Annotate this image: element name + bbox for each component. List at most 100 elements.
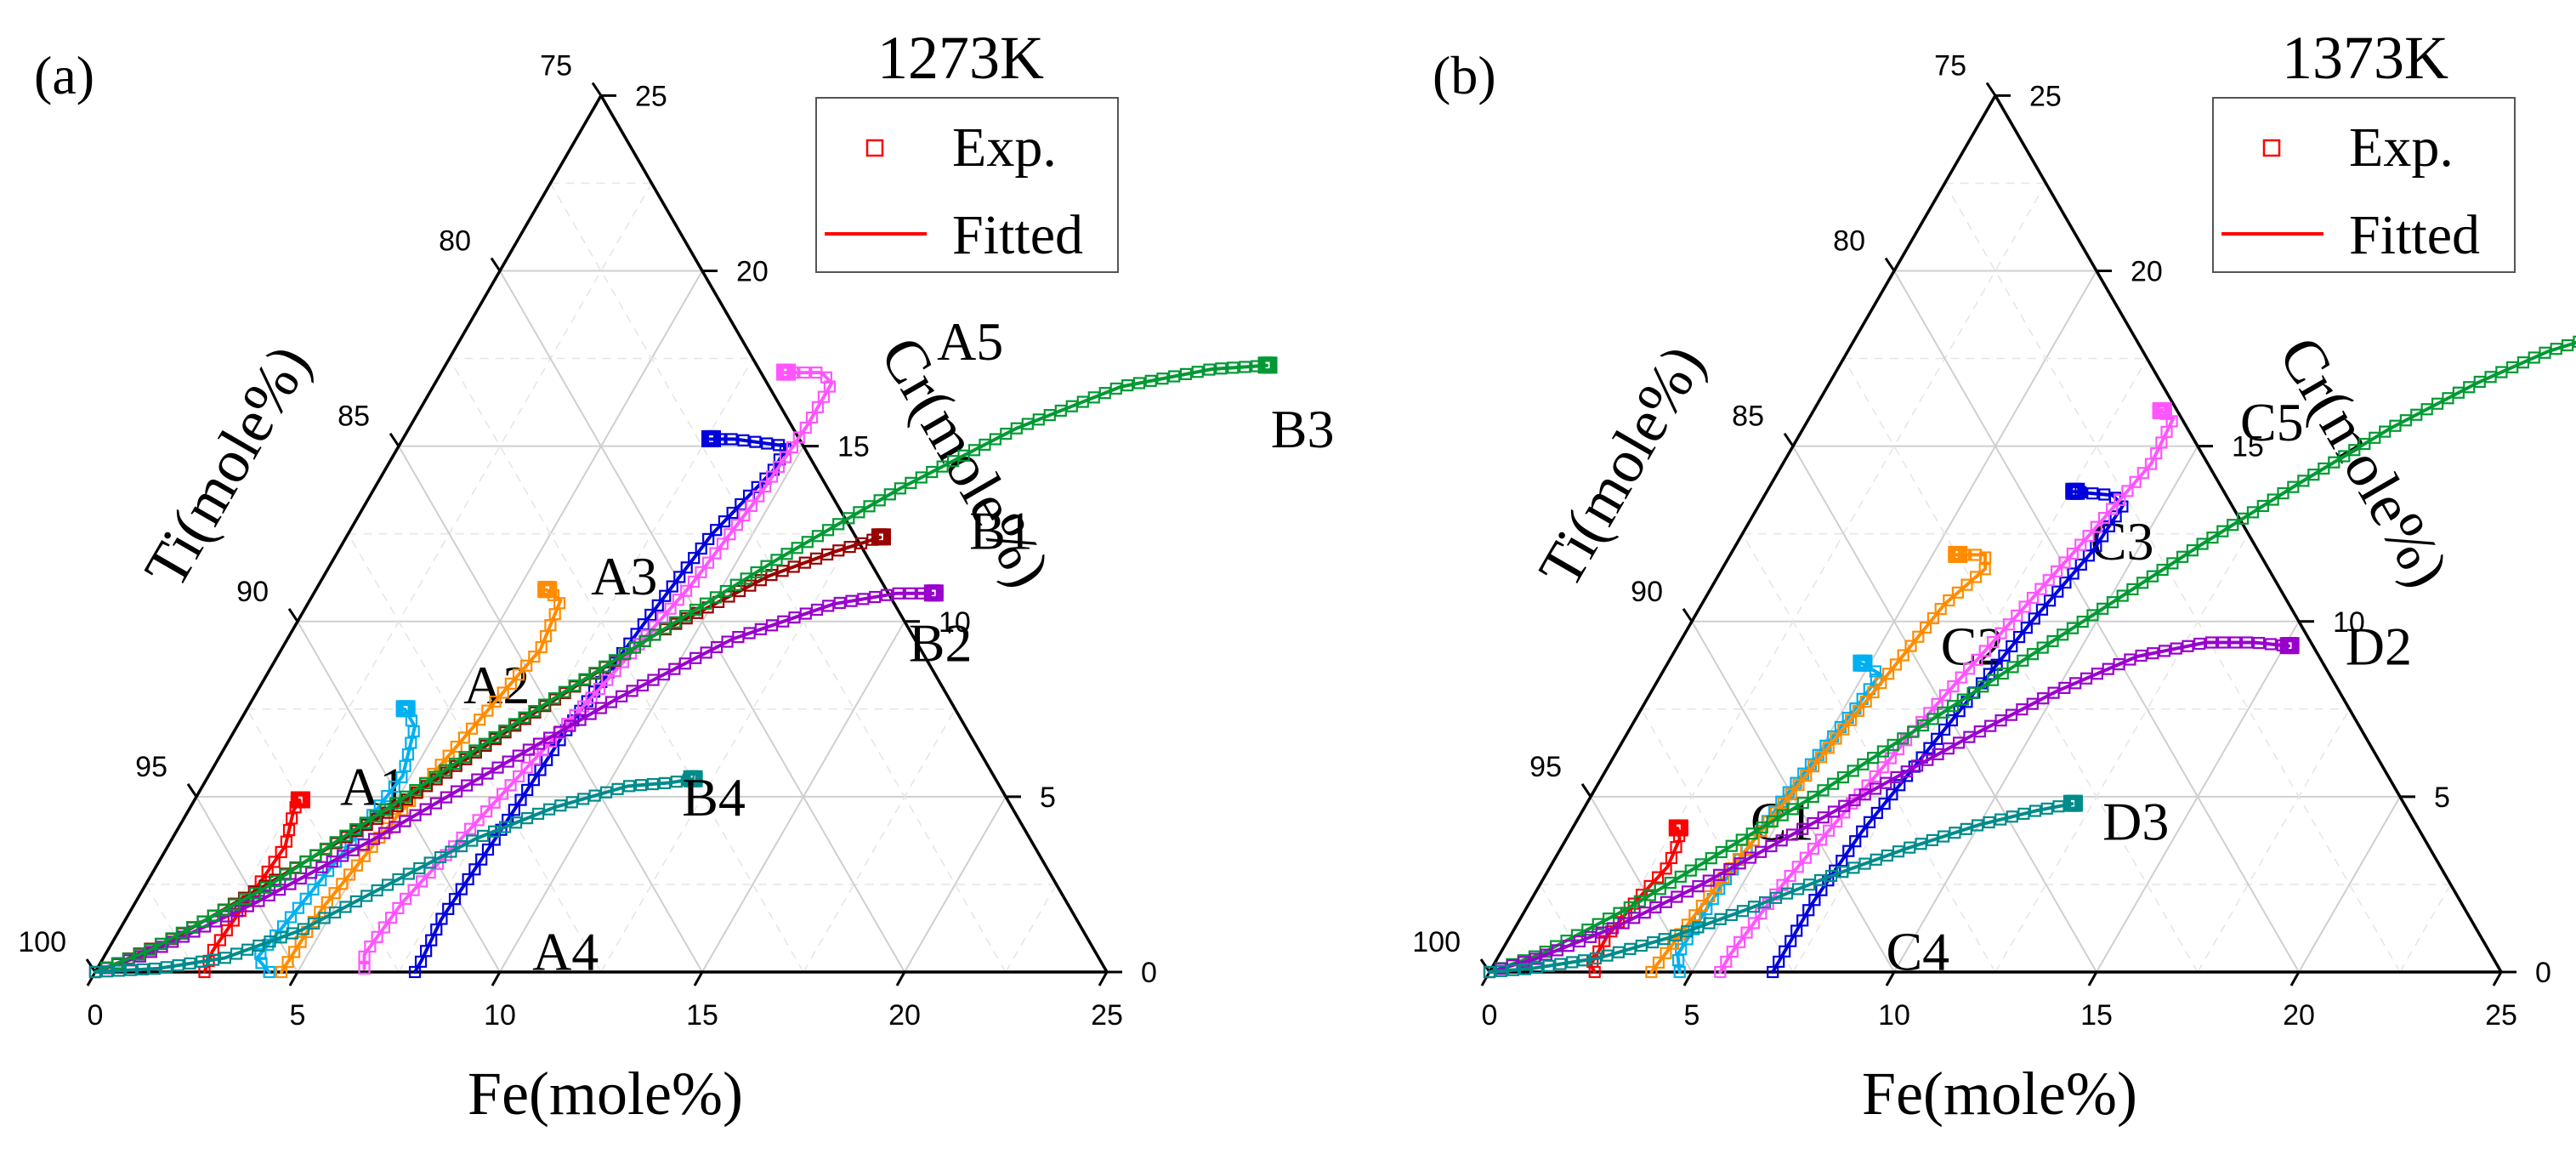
exp-marker [2070, 485, 2085, 500]
tick-label-ti: 90 [1631, 576, 1663, 608]
exp-marker [1669, 929, 1682, 942]
series-label: D3 [2102, 792, 2169, 852]
exp-marker [2284, 640, 2300, 655]
exp-marker [1916, 719, 1929, 732]
exp-marker [2252, 636, 2266, 650]
exp-marker [578, 673, 591, 685]
exp-marker [2028, 612, 2040, 625]
legend-box [2212, 97, 2516, 273]
grid-line-ti [246, 708, 400, 973]
exp-marker [1960, 578, 1973, 591]
exp-marker [255, 957, 268, 969]
exp-marker [754, 622, 767, 636]
exp-marker [701, 556, 715, 569]
exp-marker [761, 437, 774, 450]
exp-marker [2082, 549, 2096, 562]
exp-marker [282, 823, 296, 837]
exp-marker [1983, 816, 1995, 829]
tick-ti [1580, 783, 1592, 798]
exp-marker [455, 883, 468, 895]
exp-marker [172, 959, 184, 972]
legend-marker-icon [865, 139, 884, 157]
exp-marker [1647, 936, 1660, 949]
exp-marker [1852, 704, 1865, 717]
exp-marker [1792, 778, 1805, 792]
exp-marker [1530, 961, 1543, 975]
exp-marker [1144, 374, 1157, 387]
exp-marker [576, 700, 590, 713]
exp-marker [749, 435, 762, 448]
tick-label-cr: 20 [736, 256, 769, 288]
exp-marker [809, 552, 823, 565]
exp-marker [719, 584, 732, 598]
exp-marker [1598, 935, 1611, 947]
exp-marker [405, 736, 417, 749]
exp-marker [1956, 693, 1969, 706]
exp-marker [2136, 577, 2149, 589]
tick-fe [693, 971, 704, 986]
exp-marker [1776, 809, 1789, 821]
exp-marker [358, 962, 371, 975]
exp-marker [364, 940, 377, 953]
tick-fe [1885, 971, 1896, 986]
exp-marker [1881, 849, 1893, 862]
exp-marker [568, 679, 581, 692]
exp-marker [658, 776, 672, 789]
exp-marker [618, 647, 631, 660]
exp-marker [1633, 895, 1646, 907]
exp-marker [442, 902, 455, 915]
exp-marker [1878, 797, 1891, 810]
exp-marker [358, 850, 371, 862]
exp-marker [1215, 362, 1228, 375]
exp-marker [854, 537, 868, 549]
exp-marker [2028, 804, 2042, 817]
exp-marker [528, 753, 542, 765]
exp-marker [1705, 852, 1717, 865]
exp-marker [349, 822, 362, 836]
exp-marker [2097, 602, 2109, 615]
exp-marker [1889, 658, 1903, 671]
legend-fitted-label: Fitted [2349, 204, 2480, 266]
exp-marker [2006, 640, 2018, 653]
series-group: C1C2C3C4C5D1D2D3 [1483, 335, 2576, 981]
exp-marker [252, 939, 265, 952]
exp-marker [1720, 955, 1733, 968]
exp-marker [279, 868, 292, 881]
tick-fe [2087, 971, 2098, 986]
exp-marker [1953, 548, 1968, 563]
exp-marker [1938, 723, 1951, 736]
exp-marker [2348, 444, 2361, 457]
exp-marker [1836, 866, 1849, 878]
exp-marker [2043, 594, 2057, 607]
exp-marker [475, 853, 488, 866]
series-label: D2 [2346, 617, 2412, 677]
exp-marker [261, 865, 274, 878]
exp-marker [600, 786, 613, 799]
exp-marker [2204, 636, 2218, 649]
tick-marks [85, 82, 1122, 986]
exp-marker [2307, 469, 2320, 481]
exp-marker [1876, 761, 1889, 774]
exp-marker [241, 943, 254, 956]
tick-label-cr: 25 [635, 80, 667, 112]
exp-marker [1962, 662, 1976, 675]
exp-marker [2059, 576, 2072, 589]
exp-marker [1542, 959, 1555, 972]
exp-marker [468, 863, 481, 876]
exp-marker [695, 542, 707, 555]
series-c5: C5 [1714, 392, 2304, 979]
exp-marker [2034, 583, 2047, 595]
tick-label-ti: 90 [236, 576, 269, 608]
exp-marker [371, 930, 383, 943]
tick-label-ti: 85 [1732, 401, 1764, 433]
tick-label-cr: 5 [2434, 782, 2450, 814]
tick-label-ti: 75 [540, 49, 572, 82]
exp-marker [508, 718, 520, 730]
exp-marker [307, 883, 320, 896]
exp-marker [498, 725, 511, 737]
exp-marker [779, 451, 792, 463]
fitted-line [413, 437, 789, 974]
exp-marker [1875, 677, 1887, 690]
exp-marker [488, 796, 501, 809]
